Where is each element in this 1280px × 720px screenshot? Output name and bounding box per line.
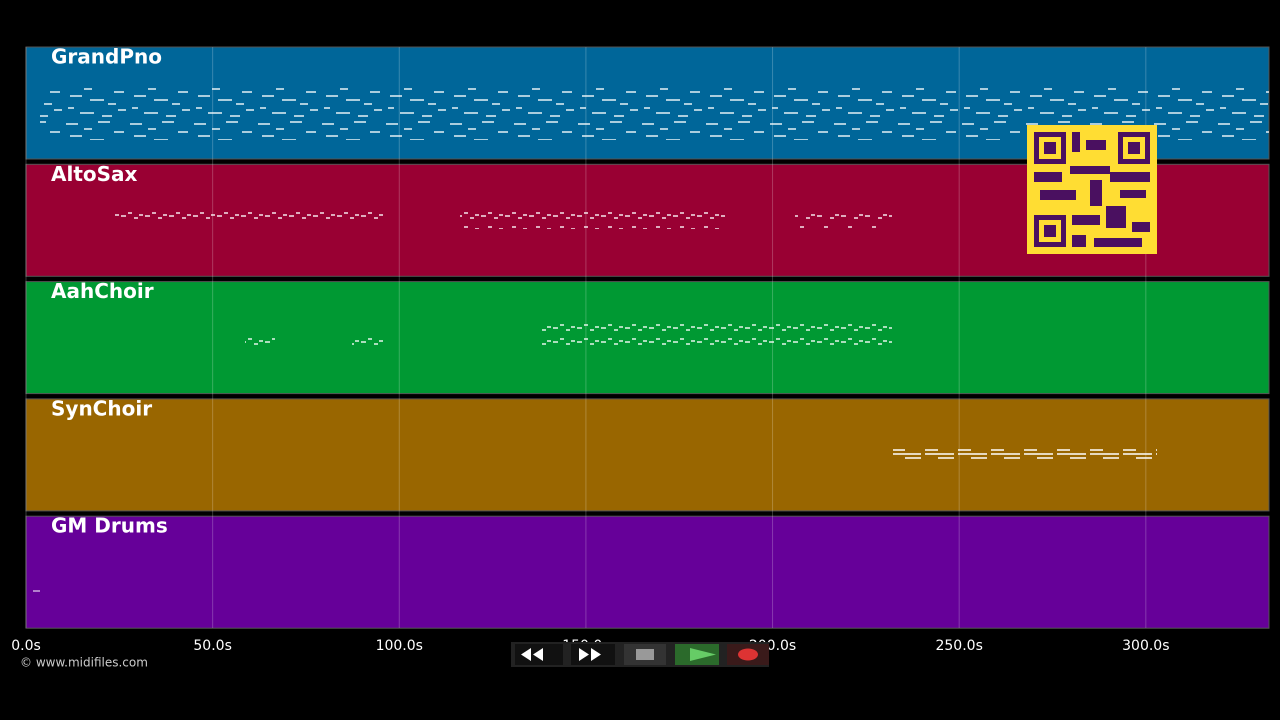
copyright: © www.midifiles.com bbox=[20, 656, 148, 670]
rewind-button[interactable] bbox=[515, 644, 563, 665]
track-name: GrandPno bbox=[51, 45, 162, 69]
notes bbox=[460, 205, 725, 229]
notes bbox=[540, 322, 892, 350]
track-name: AltoSax bbox=[51, 162, 138, 186]
track-lane bbox=[25, 515, 1270, 629]
track-name: GM Drums bbox=[51, 514, 168, 538]
track-name: SynChoir bbox=[51, 396, 152, 420]
notes bbox=[115, 212, 383, 226]
tick-label: 50.0s bbox=[193, 638, 231, 654]
notes bbox=[893, 445, 1157, 459]
tick-label: 250.0s bbox=[935, 638, 982, 654]
qr-code bbox=[1027, 125, 1157, 254]
fast-forward-button[interactable] bbox=[571, 644, 615, 665]
tick-label: 0.0s bbox=[11, 638, 41, 654]
tick-label: 100.0s bbox=[376, 638, 423, 654]
notes bbox=[352, 332, 383, 346]
notes bbox=[795, 214, 892, 228]
record-button[interactable] bbox=[727, 644, 769, 665]
transport-controls bbox=[511, 642, 769, 667]
play-button[interactable] bbox=[675, 644, 719, 665]
tick-label: 300.0s bbox=[1122, 638, 1169, 654]
track-name: AahChoir bbox=[51, 279, 154, 303]
stop-button[interactable] bbox=[624, 644, 666, 665]
notes bbox=[245, 332, 275, 346]
